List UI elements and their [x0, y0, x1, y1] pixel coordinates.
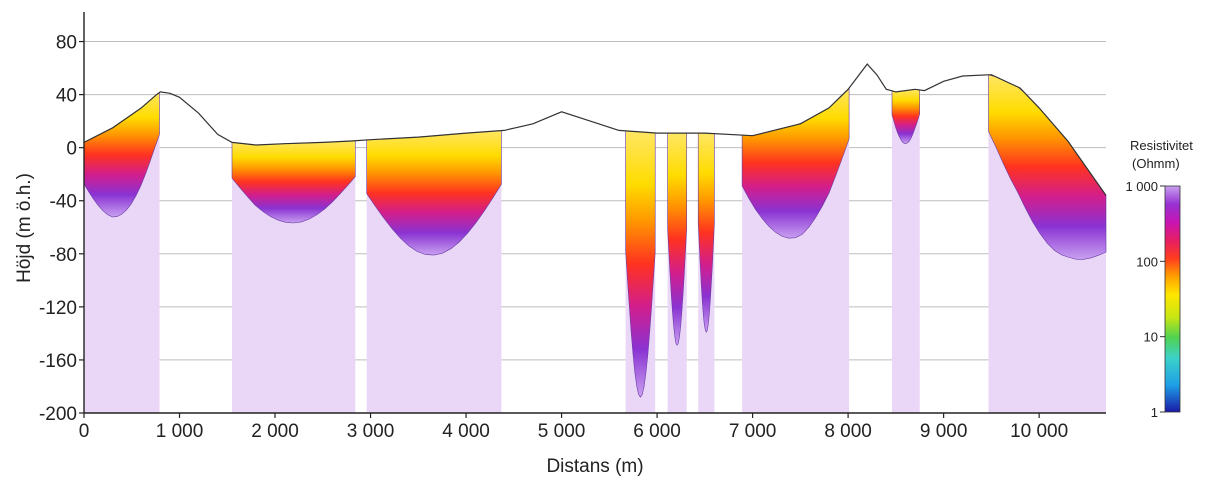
y-tick-label: -80	[50, 245, 77, 266]
colorbar-legend: Resistivitet (Ohmm) 1 000 100 10 1	[1125, 138, 1193, 420]
resistivity-sections	[83, 74, 1107, 414]
colorbar-gradient	[1164, 185, 1181, 413]
resistivity-section	[697, 132, 715, 413]
y-tick-label: -160	[39, 351, 77, 372]
colorbar-tick-label: 1 000	[1125, 179, 1158, 194]
colorbar-title-line-2: (Ohmm)	[1132, 156, 1180, 171]
x-tick-label: 2 000	[251, 421, 299, 442]
resistivity-section	[231, 140, 356, 414]
x-tick-label: 10 000	[1010, 421, 1068, 442]
x-tick-label: 5 000	[538, 421, 586, 442]
y-tick-label: 0	[66, 139, 77, 160]
y-tick-label: 40	[56, 86, 77, 107]
resistivity-section	[741, 87, 850, 413]
y-tick-label: -200	[39, 404, 77, 425]
resistivity-section	[988, 74, 1107, 414]
resistivity-section	[891, 89, 920, 414]
section-pale-region	[892, 89, 920, 414]
topography-profile	[83, 63, 1107, 196]
x-tick-label: 3 000	[347, 421, 395, 442]
colorbar-tick-label: 100	[1136, 254, 1158, 269]
colorbar-tick-label: 10	[1144, 330, 1158, 345]
resistivity-section	[366, 130, 502, 413]
resistivity-section	[625, 130, 656, 413]
x-axis-title: Distans (m)	[546, 456, 643, 477]
y-tick-label: -40	[50, 192, 77, 213]
x-tick-label: 1 000	[156, 421, 204, 442]
y-tick-label: 80	[56, 33, 77, 54]
y-axis-title: Höjd (m ö.h.)	[14, 173, 35, 283]
colorbar-title-line-1: Resistivitet	[1130, 138, 1193, 153]
topography-line	[83, 63, 1107, 196]
x-tick-label: 0	[79, 421, 90, 442]
y-tick-label: -120	[39, 298, 77, 319]
colorbar-tick-label: 1	[1151, 405, 1158, 420]
x-tick-label: 9 000	[920, 421, 968, 442]
x-tick-label: 7 000	[729, 421, 777, 442]
resistivity-section	[83, 92, 160, 413]
x-tick-label: 6 000	[633, 421, 681, 442]
x-tick-label: 8 000	[824, 421, 872, 442]
resistivity-section	[667, 132, 687, 413]
x-tick-label: 4 000	[442, 421, 490, 442]
